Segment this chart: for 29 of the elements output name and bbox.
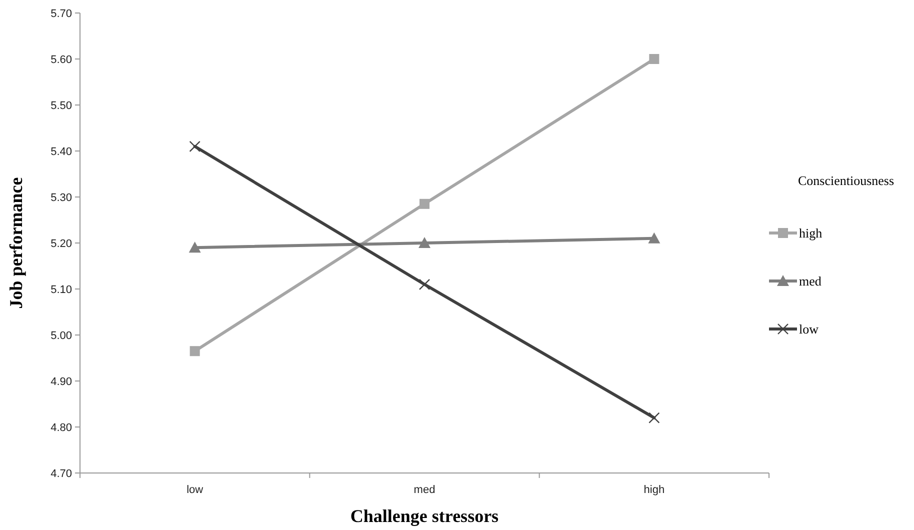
y-tick-label: 5.20	[50, 238, 72, 250]
y-tick-label: 5.50	[50, 100, 72, 112]
point	[648, 232, 660, 244]
point	[189, 140, 200, 152]
y-tick-label: 5.40	[50, 146, 72, 158]
y-tick-label: 4.80	[50, 422, 72, 434]
point	[418, 237, 430, 248]
point	[418, 278, 430, 290]
point	[649, 54, 660, 64]
x-tick-label: low	[186, 484, 204, 496]
x-tick-label: high	[644, 484, 665, 496]
y-tick-label: 5.70	[50, 8, 72, 20]
y-axis-title: Job performance	[6, 177, 26, 309]
point	[190, 346, 200, 356]
x-axis-title: Challenge stressors	[350, 506, 499, 526]
point	[188, 242, 201, 253]
legend-label: high	[799, 226, 823, 241]
point	[648, 412, 660, 424]
y-tick-label: 5.60	[50, 54, 72, 66]
y-tick-label: 5.10	[50, 284, 72, 296]
y-tick-label: 5.30	[50, 192, 72, 204]
legend-label: med	[799, 274, 822, 289]
y-tick-label: 4.70	[50, 468, 72, 480]
legend-title: Conscientiousness	[798, 173, 894, 188]
legend-label: low	[799, 322, 820, 337]
y-tick-label: 4.90	[50, 376, 72, 388]
point	[420, 198, 430, 209]
x-tick-label: med	[414, 484, 436, 496]
y-tick-label: 5.00	[50, 330, 72, 342]
